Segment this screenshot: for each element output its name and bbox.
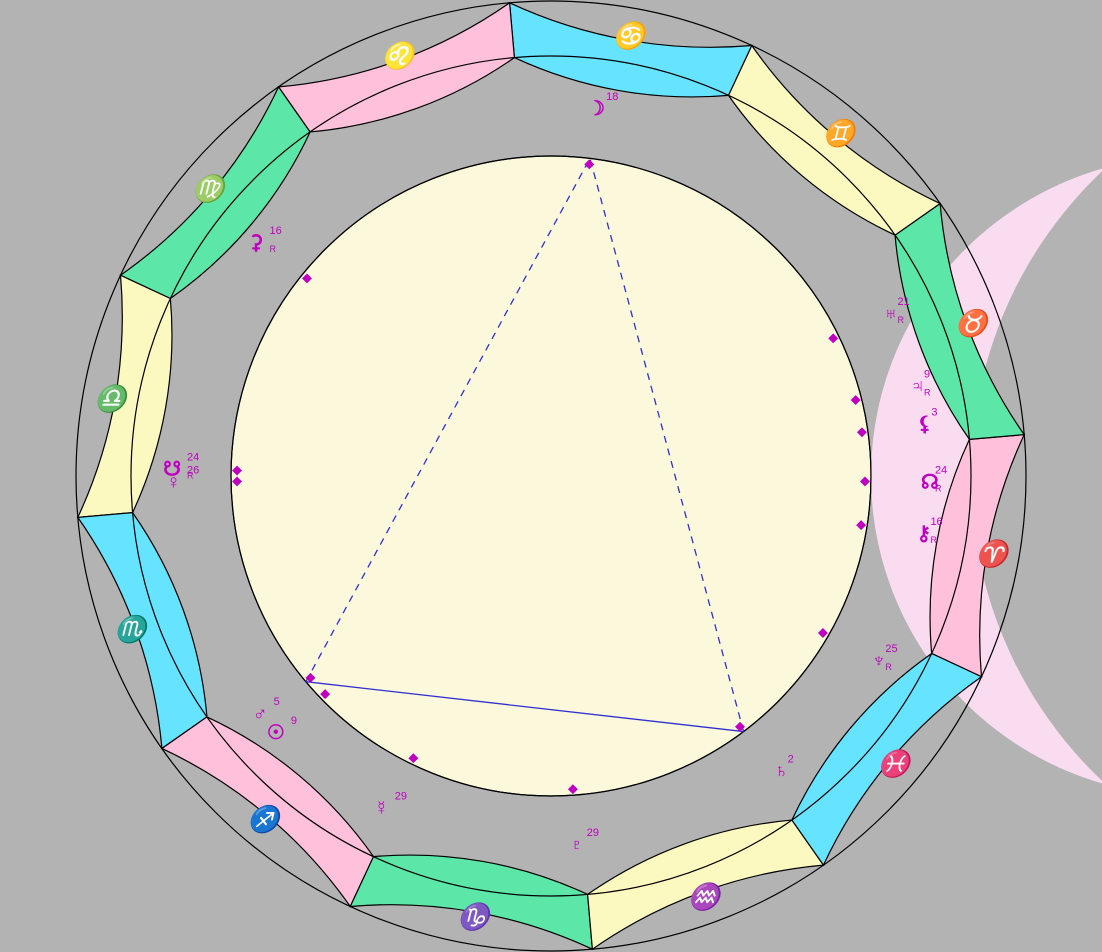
- planet-degree-venus: 26: [187, 464, 199, 476]
- planet-degree-mars: 5: [274, 696, 280, 708]
- planet-glyph-pluto: ♇: [569, 834, 584, 856]
- planet-degree-saturn: 2: [788, 753, 794, 765]
- planet-retro-chiron: R: [930, 535, 937, 545]
- planet-degree-mercury: 29: [395, 791, 407, 803]
- planet-retro-jupiter: R: [924, 387, 931, 397]
- planet-mars: ♂5: [253, 696, 280, 725]
- natal-chart: ♈♉♊♋♌♍♎♏♐♑♒♓☉9♂5☿29♇29♄2♆25R⚷16R☊24R⚸3♃9…: [0, 0, 1102, 952]
- planet-degree-chiron: 16: [930, 516, 942, 528]
- zodiac-glyph-aries: ♈: [976, 539, 1013, 569]
- planet-glyph-chiron: ⚷: [916, 523, 931, 545]
- planet-glyph-mars: ♂: [253, 703, 268, 725]
- planet-mercury: ☿ 29: [374, 791, 407, 820]
- planet-neptune: ♆25 R: [871, 643, 897, 672]
- planet-glyph-sun: ☉: [267, 722, 285, 744]
- zodiac-glyph-gemini: ♊: [822, 118, 859, 148]
- planet-degree-south-node: 24: [187, 452, 199, 464]
- planet-degree-pluto: 29: [587, 827, 599, 839]
- planet-glyph-lilith: ⚸: [917, 414, 932, 436]
- zodiac-glyph-libra: ♎: [94, 383, 131, 413]
- planet-glyph-neptune: ♆: [871, 650, 886, 672]
- planet-retro-uranus: R: [898, 315, 905, 325]
- planet-degree-lilith: 3: [931, 407, 937, 419]
- planet-pluto: ♇29: [569, 827, 599, 856]
- zodiac-glyph-leo: ♌: [382, 40, 419, 70]
- zodiac-glyph-taurus: ♉: [955, 308, 992, 338]
- planet-glyph-venus: ♀: [166, 471, 181, 493]
- planet-glyph-uranus: ♅: [884, 303, 899, 325]
- planet-glyph-ceres: ⚳: [249, 232, 264, 254]
- zodiac-glyph-scorpio: ♏: [114, 614, 151, 644]
- planet-degree-neptune: 25: [885, 643, 897, 655]
- planet-glyph-saturn: ♄: [774, 760, 789, 782]
- planet-ceres: ⚳ 16 R: [249, 225, 282, 254]
- zodiac-glyph-capricorn: ♑: [457, 902, 494, 932]
- planet-glyph-jupiter: ♃: [910, 375, 925, 397]
- planet-degree-jupiter: 9: [924, 368, 930, 380]
- planet-saturn: ♄2: [774, 753, 794, 782]
- planet-glyph-mercury: ☿: [374, 798, 389, 820]
- planet-moon: ☽18: [587, 91, 618, 120]
- planet-degree-sun: 9: [291, 715, 297, 727]
- planet-degree-north-node: 24: [935, 464, 947, 476]
- planet-sun: ☉9: [267, 715, 297, 744]
- zodiac-glyph-pisces: ♓: [878, 749, 915, 779]
- zodiac-glyph-cancer: ♋: [613, 20, 650, 50]
- planet-retro-ceres: R: [269, 244, 276, 254]
- zodiac-glyph-sagittarius: ♐: [247, 804, 284, 834]
- zodiac-glyph-aquarius: ♒: [688, 882, 725, 912]
- planet-degree-moon: 18: [606, 91, 618, 103]
- planet-degree-uranus: 21: [898, 296, 910, 308]
- planet-uranus: ♅21 R: [884, 296, 910, 325]
- planet-retro-neptune: R: [885, 662, 892, 672]
- planet-degree-ceres: 16: [269, 225, 281, 237]
- planet-retro-north-node: R: [935, 483, 942, 493]
- aspect-disc: [231, 156, 871, 796]
- zodiac-glyph-virgo: ♍: [192, 173, 229, 203]
- planet-glyph-moon: ☽: [587, 98, 605, 120]
